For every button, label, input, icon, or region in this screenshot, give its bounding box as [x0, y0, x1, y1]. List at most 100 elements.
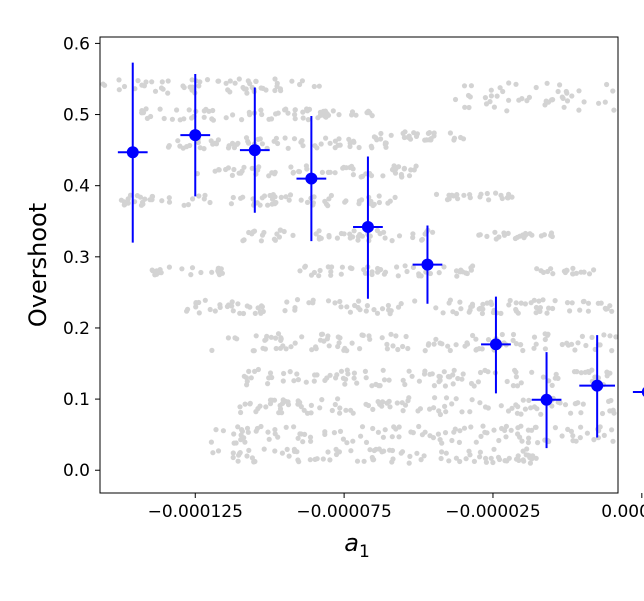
- background-point: [393, 333, 399, 339]
- background-point: [610, 88, 616, 94]
- background-point: [535, 440, 541, 446]
- background-point: [422, 348, 428, 354]
- background-point: [349, 112, 355, 118]
- background-point: [477, 369, 484, 376]
- y-tick-label: 0.0: [63, 461, 90, 481]
- background-point: [559, 341, 565, 348]
- background-point: [473, 347, 479, 353]
- background-point: [533, 304, 540, 311]
- background-point: [476, 232, 482, 238]
- background-point: [516, 97, 522, 103]
- background-point: [239, 117, 245, 123]
- background-point: [596, 100, 602, 106]
- background-point: [453, 342, 459, 348]
- background-point: [207, 199, 213, 206]
- background-point: [451, 135, 458, 141]
- y-tick-label: 0.6: [63, 34, 90, 54]
- background-point: [585, 300, 592, 306]
- background-point: [540, 374, 547, 380]
- background-point: [402, 381, 408, 388]
- background-point: [231, 145, 237, 151]
- background-point: [351, 375, 357, 381]
- background-point: [609, 348, 615, 354]
- background-point: [177, 117, 183, 123]
- background-point: [237, 310, 243, 316]
- background-point: [236, 450, 243, 457]
- background-point: [584, 430, 591, 436]
- background-point: [611, 107, 617, 113]
- background-point: [400, 343, 406, 350]
- background-point: [453, 455, 459, 461]
- background-point: [220, 428, 226, 434]
- background-point: [371, 457, 377, 463]
- background-point: [527, 460, 534, 466]
- background-point: [377, 231, 383, 237]
- background-point: [239, 427, 245, 433]
- background-point: [187, 142, 193, 149]
- background-point: [216, 78, 222, 84]
- background-point: [313, 346, 319, 352]
- background-point: [442, 403, 448, 409]
- error-bars-layer: [117, 62, 644, 449]
- background-point: [305, 117, 311, 123]
- background-point: [401, 134, 407, 141]
- background-point: [426, 130, 433, 136]
- background-point: [340, 165, 346, 171]
- background-point: [475, 379, 481, 385]
- background-point: [331, 430, 337, 436]
- background-point: [325, 449, 331, 455]
- background-point: [290, 170, 296, 176]
- background-point: [332, 138, 338, 144]
- background-point: [210, 107, 216, 114]
- background-point: [359, 173, 366, 179]
- background-point: [316, 236, 322, 242]
- background-point: [319, 397, 325, 403]
- background-point: [231, 431, 237, 437]
- background-point: [363, 375, 369, 381]
- background-point: [405, 398, 411, 404]
- background-point: [395, 273, 401, 279]
- background-point: [353, 112, 359, 118]
- background-point: [520, 448, 526, 454]
- background-point: [300, 439, 306, 445]
- background-point: [252, 310, 258, 316]
- y-tick-label: 0.2: [63, 319, 90, 339]
- background-point: [390, 166, 396, 172]
- background-point: [518, 380, 524, 386]
- background-point: [430, 229, 436, 235]
- background-point: [269, 196, 276, 202]
- background-point: [292, 112, 298, 118]
- background-point: [528, 300, 534, 306]
- background-point: [495, 454, 502, 460]
- background-point: [240, 238, 246, 244]
- background-point: [613, 334, 619, 340]
- background-point: [300, 143, 306, 149]
- background-point: [362, 368, 368, 374]
- background-point: [359, 424, 366, 430]
- background-point: [382, 235, 388, 241]
- background-point: [431, 130, 437, 136]
- background-point: [332, 170, 338, 176]
- background-point: [352, 302, 358, 309]
- background-point: [466, 309, 472, 315]
- background-point: [443, 395, 450, 401]
- background-point: [574, 369, 580, 375]
- mean-marker: [305, 172, 318, 185]
- background-point: [216, 167, 222, 173]
- background-point: [253, 78, 259, 84]
- background-point: [235, 458, 241, 464]
- background-point: [457, 428, 463, 434]
- background-point: [442, 383, 448, 389]
- background-point: [311, 378, 317, 384]
- background-point: [371, 447, 377, 454]
- background-point: [506, 302, 512, 308]
- background-point: [247, 304, 253, 310]
- background-point: [469, 397, 475, 403]
- background-point: [285, 145, 291, 151]
- background-point: [336, 340, 342, 346]
- background-point: [486, 197, 492, 203]
- background-point: [255, 136, 261, 142]
- background-point: [559, 433, 565, 439]
- background-point: [437, 411, 443, 418]
- background-point: [577, 307, 583, 313]
